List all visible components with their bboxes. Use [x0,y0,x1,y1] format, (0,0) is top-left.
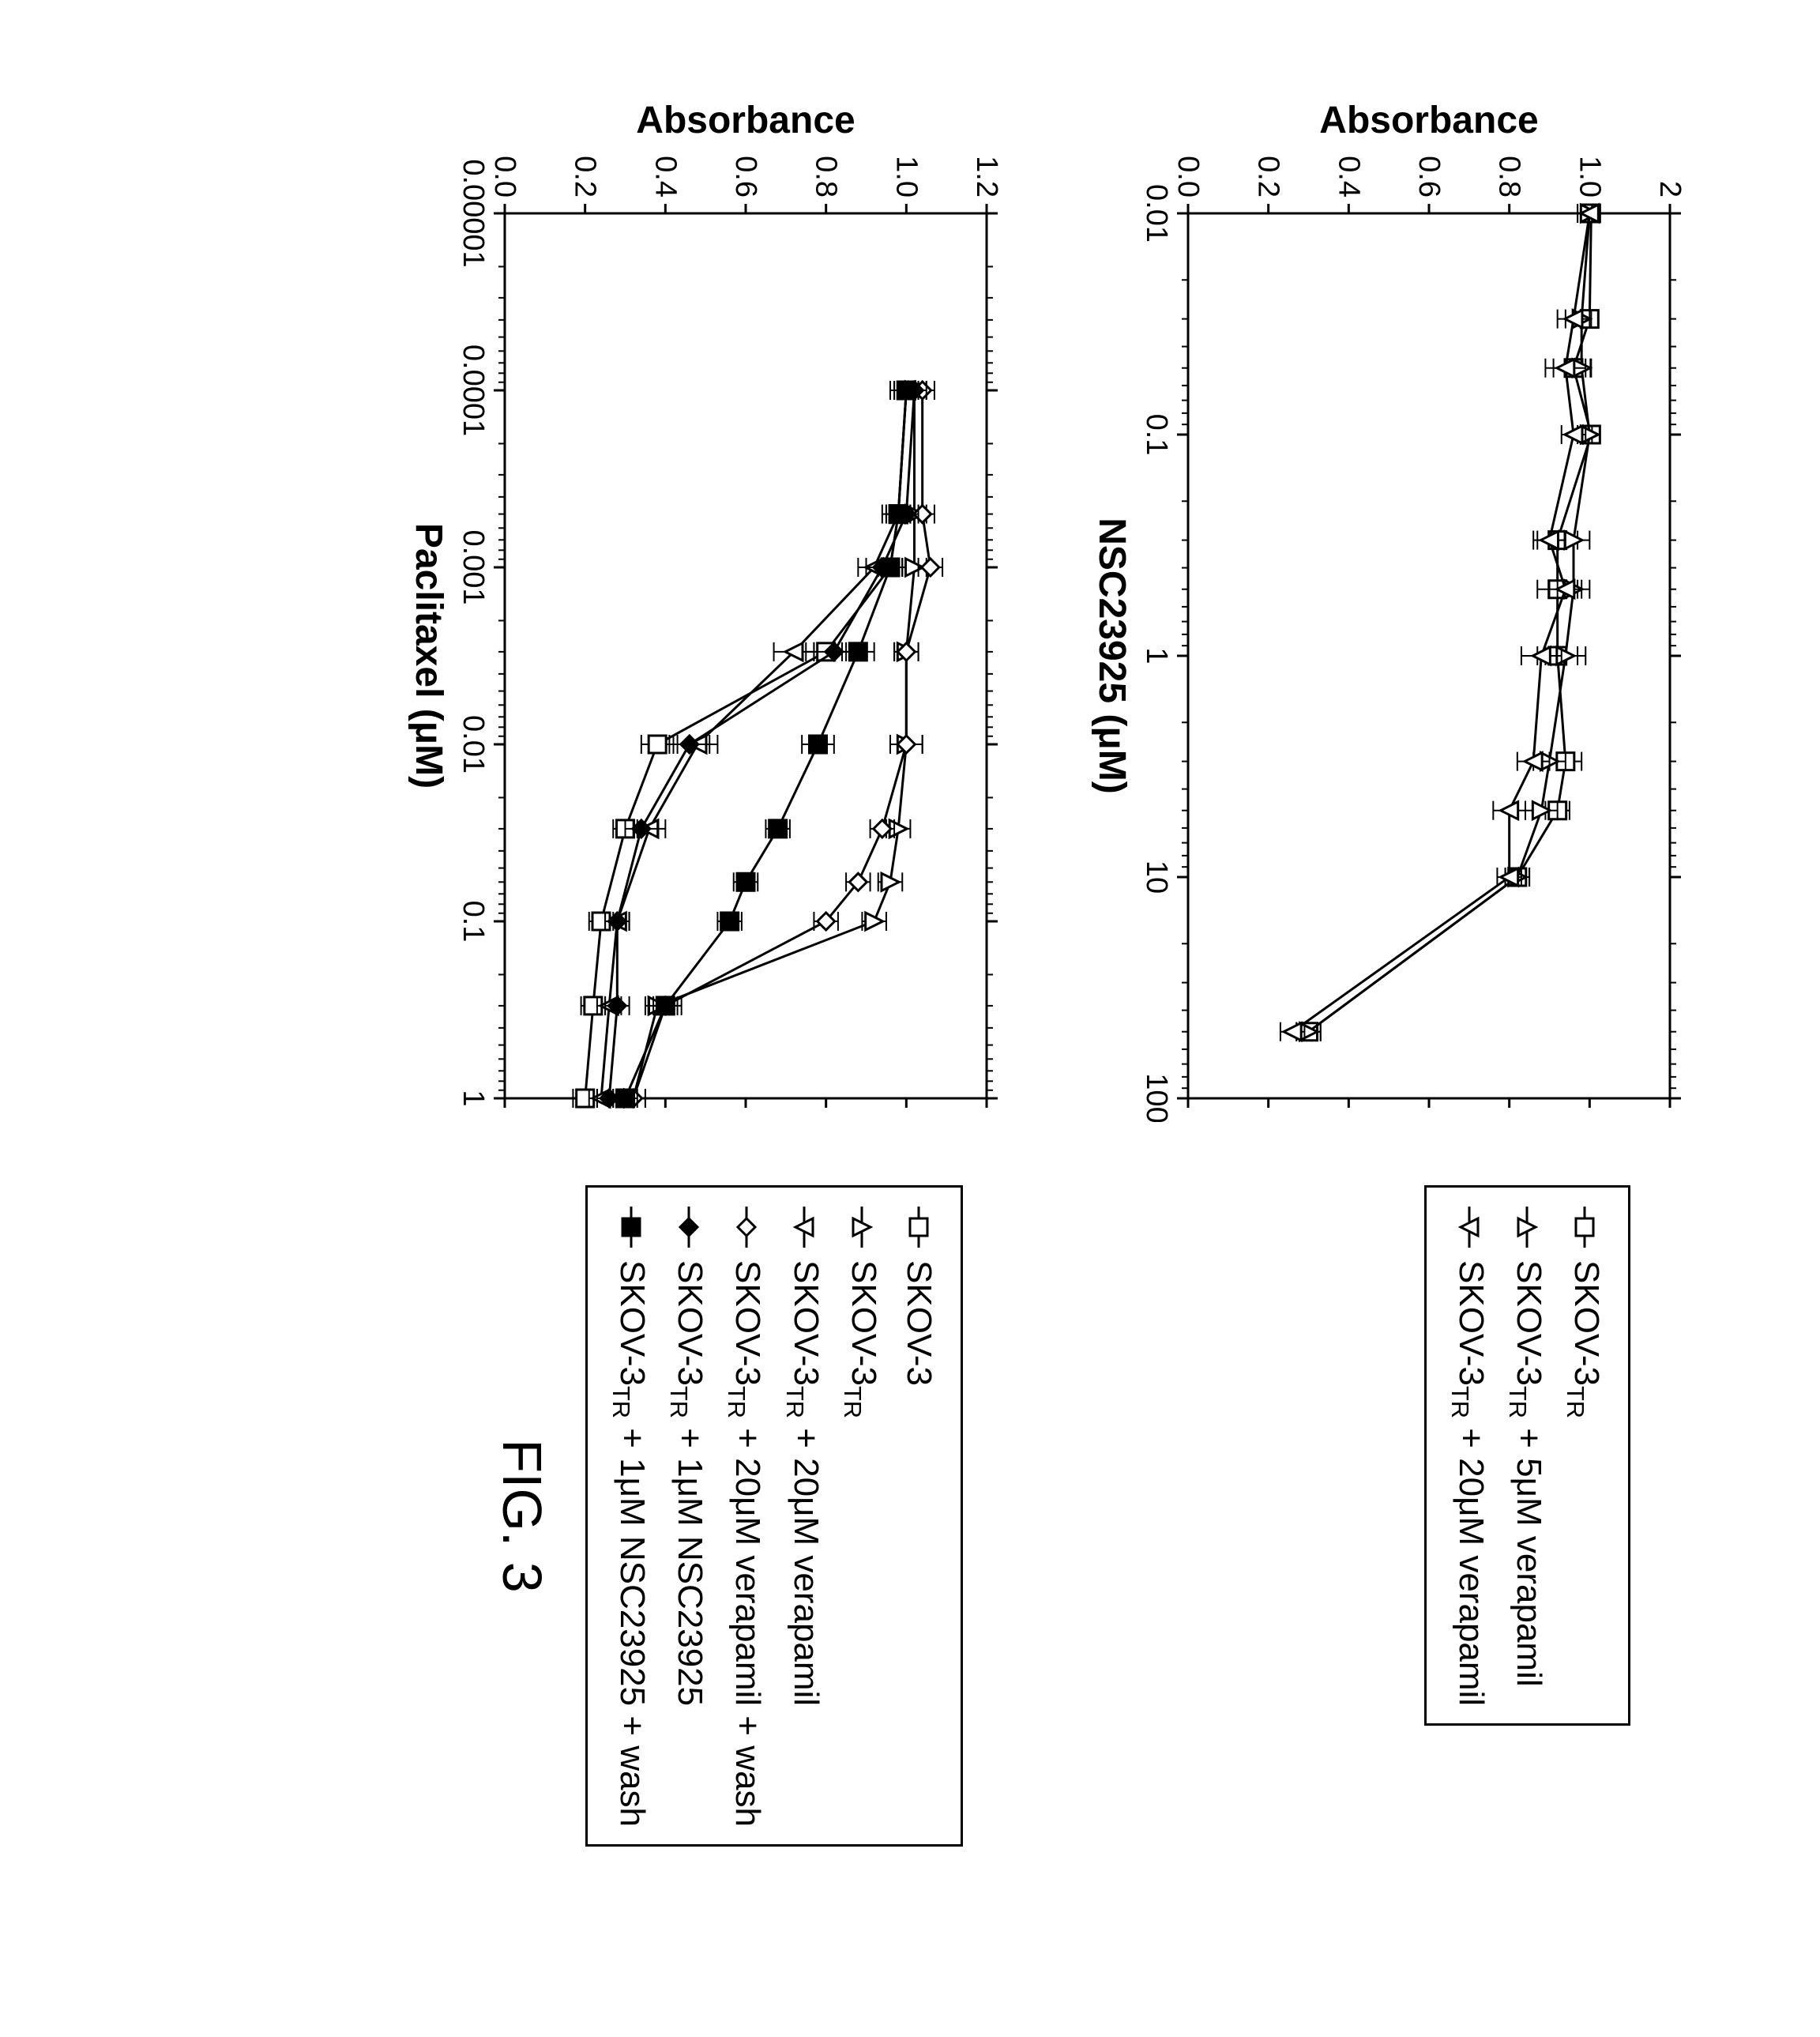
paclitaxel-chart: 0.0 0.2 0.4 0.6 0.8 1.0 1.2 0.00001 0.0001 0.001 0… [394,95,1010,1122]
legend-row: SKOV-3TR + 20μM verapamil [1441,1205,1498,1706]
svg-text:0.0: 0.0 [1171,156,1205,198]
svg-text:100: 100 [1140,1073,1173,1122]
legend-label: SKOV-3TR + 20μM verapamil + wash [717,1260,775,1827]
legend-row: SKOV-3TR + 1μM NSC23925 [660,1205,717,1827]
svg-text:1.0: 1.0 [1573,156,1606,198]
legend-row: SKOV-3TR + 20μM verapamil [775,1205,833,1827]
legend-label: SKOV-3 [891,1260,946,1386]
legend-row: SKOV-3TR + 1μM NSC23925 + wash [602,1205,660,1827]
bottom-chart-wrap: 0.0 0.2 0.4 0.6 0.8 1.0 1.2 0.00001 0.0001 0.001 0… [390,95,1010,1122]
svg-text:NSC23925 (μM): NSC23925 (μM) [1091,518,1133,793]
svg-text:Paclitaxel (μM): Paclitaxel (μM) [408,523,449,789]
svg-text:0.01: 0.01 [1140,184,1173,243]
svg-text:0.00001: 0.00001 [457,159,490,267]
svg-text:0.4: 0.4 [1332,156,1365,198]
svg-text:1.0: 1.0 [889,156,923,198]
legend-marker-icon [788,1205,820,1249]
legend-marker-icon [673,1205,705,1249]
legend-label: SKOV-3TR + 1μM NSC23925 [660,1260,717,1706]
svg-text:0.8: 0.8 [810,156,843,198]
svg-text:0.01: 0.01 [457,715,490,774]
svg-text:0.1: 0.1 [457,901,490,943]
legend-label: SKOV-3TR + 20μM verapamil [775,1260,833,1706]
svg-text:Absorbance: Absorbance [1319,100,1538,141]
svg-text:10: 10 [1140,860,1173,894]
legend-row: SKOV-3TR + 20μM verapamil + wash [717,1205,775,1827]
top-chart-wrap: 0.0 0.2 0.4 0.6 0.8 1.0 2 0.01 0.1 1 10 100 NSC23925… [1074,95,1694,1122]
svg-text:0.001: 0.001 [457,529,490,604]
legend-row: SKOV-3 [891,1205,946,1827]
legend-marker-icon [731,1205,762,1249]
svg-text:0.6: 0.6 [729,156,762,198]
legend-label: SKOV-3TR + 5μM verapamil [1498,1260,1556,1687]
legend-label: SKOV-3TR [1556,1260,1614,1418]
legend-marker-icon [903,1205,934,1249]
svg-text:1: 1 [1140,647,1173,664]
page-rotated-container: 0.00.20.40.60.81.020.010.1110100NSC23925… [0,0,1820,2037]
svg-text:0.4: 0.4 [649,156,682,198]
top-legend-box: SKOV-3TRSKOV-3TR + 5μM verapamilSKOV-3TR… [1424,1185,1630,1726]
svg-text:0.0001: 0.0001 [457,345,490,436]
legend-marker-icon [1511,1205,1543,1249]
legend-marker-icon [615,1205,647,1249]
legend-label: SKOV-3TR + 20μM verapamil [1441,1260,1498,1706]
legend-marker-icon [1569,1205,1600,1249]
legend-row: SKOV-3TR [833,1205,891,1827]
bottom-right-col: SKOV-3SKOV-3TRSKOV-3TR + 20μM verapamilS… [491,1185,1010,1847]
nsc23925-chart: 0.0 0.2 0.4 0.6 0.8 1.0 2 0.01 0.1 1 10 100 NSC23925… [1077,95,1694,1122]
legend-row: SKOV-3TR [1556,1205,1614,1706]
legend-marker-icon [846,1205,878,1249]
bottom-legend-box: SKOV-3SKOV-3TRSKOV-3TR + 20μM verapamilS… [585,1185,963,1847]
svg-text:0.6: 0.6 [1412,156,1446,198]
legend-marker-icon [1453,1205,1485,1249]
top-panel-row: 0.0 0.2 0.4 0.6 0.8 1.0 2 0.01 0.1 1 10 100 NSC23925… [1074,95,1694,2037]
legend-row: SKOV-3TR + 5μM verapamil [1498,1205,1556,1706]
legend-label: SKOV-3TR + 1μM NSC23925 + wash [602,1260,660,1827]
svg-text:0.8: 0.8 [1493,156,1526,198]
svg-text:0.0: 0.0 [488,156,521,198]
legend-label: SKOV-3TR [833,1260,891,1418]
figure-label: FIG. 3 [491,1185,554,1847]
bottom-panel-row: 0.0 0.2 0.4 0.6 0.8 1.0 1.2 0.00001 0.0001 0.001 0… [390,95,1010,2037]
svg-text:2: 2 [1653,181,1687,198]
svg-text:0.2: 0.2 [569,156,602,198]
svg-text:Absorbance: Absorbance [636,100,855,141]
svg-text:1: 1 [457,1090,490,1106]
svg-text:0.2: 0.2 [1252,156,1285,198]
svg-text:0.1: 0.1 [1140,414,1173,456]
svg-text:1.2: 1.2 [970,156,1003,198]
